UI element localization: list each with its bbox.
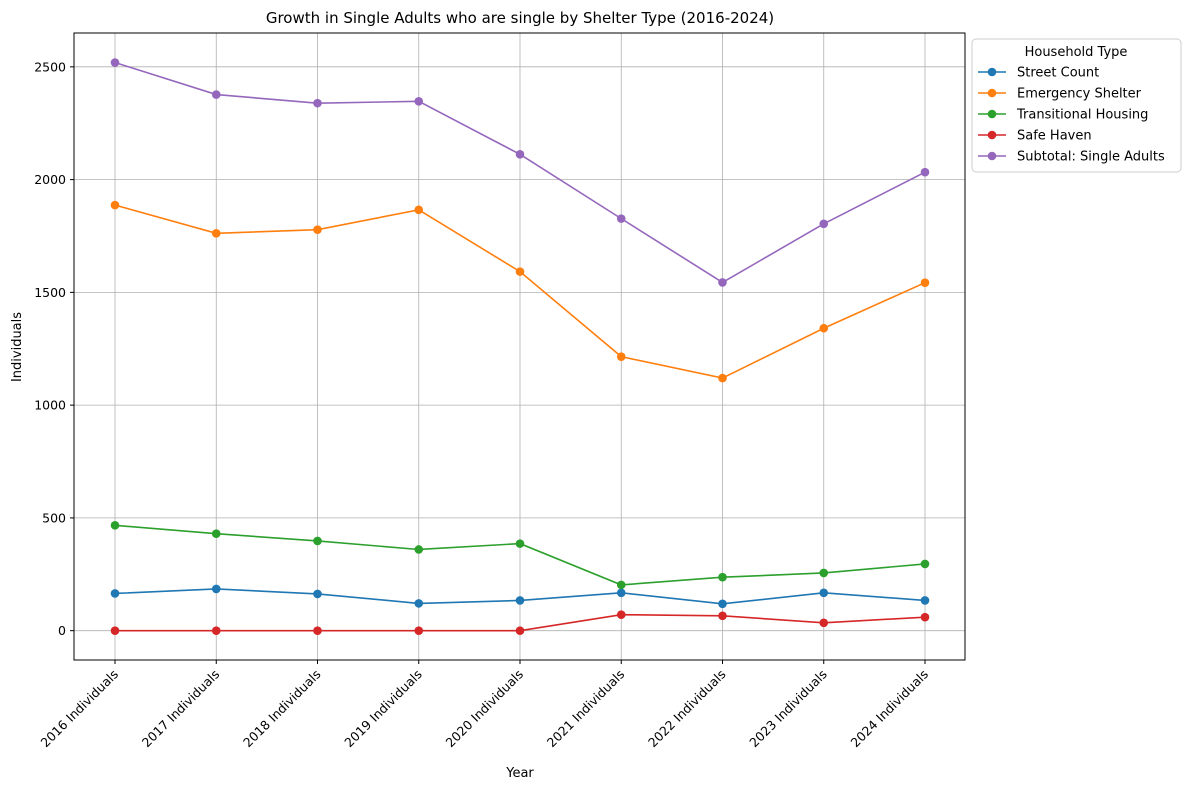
data-point (616, 352, 626, 361)
data-point (920, 278, 930, 287)
y-tick-label: 1000 (34, 398, 66, 413)
data-point (110, 626, 120, 635)
series-street-count (110, 584, 930, 609)
data-point (414, 599, 424, 608)
data-point (920, 612, 930, 622)
legend-label: Transitional Housing (1016, 108, 1148, 123)
legend-marker (987, 109, 997, 119)
data-point (616, 588, 626, 598)
data-point (110, 200, 120, 210)
series-safe-haven (110, 610, 930, 635)
y-tick-label: 2000 (34, 172, 66, 187)
series-emergency-shelter (110, 200, 930, 383)
data-point (515, 596, 525, 605)
legend-marker (987, 67, 997, 77)
data-point (211, 529, 221, 538)
legend-title: Household Type (1025, 45, 1128, 60)
data-point (616, 610, 626, 619)
data-point (313, 98, 322, 108)
data-point (819, 618, 829, 628)
data-point (718, 611, 727, 621)
data-point (515, 539, 525, 548)
data-point (110, 589, 120, 598)
data-point (819, 219, 829, 229)
data-point (920, 167, 930, 177)
data-point (515, 626, 525, 635)
data-point (819, 568, 829, 578)
data-point (616, 214, 626, 223)
y-tick-label: 0 (58, 623, 66, 638)
data-point (313, 626, 322, 635)
data-point (718, 373, 727, 383)
series-transitional-housing (110, 521, 930, 590)
data-point (920, 596, 930, 605)
data-point (414, 205, 424, 215)
y-tick-label: 500 (42, 510, 66, 525)
chart-title: Growth in Single Adults who are single b… (266, 9, 774, 27)
y-tick-label: 2500 (34, 59, 66, 74)
series-layer (110, 58, 930, 635)
legend-marker (987, 130, 997, 140)
data-point (718, 572, 727, 582)
series-subtotal-single-adults (110, 58, 930, 287)
data-point (819, 588, 829, 598)
data-point (414, 545, 424, 554)
data-point (313, 589, 322, 599)
data-point (211, 90, 221, 99)
data-point (414, 626, 424, 635)
data-point (110, 58, 120, 67)
legend-marker (987, 151, 997, 161)
data-point (110, 521, 120, 530)
data-point (414, 97, 424, 106)
data-point (211, 228, 221, 238)
data-point (515, 150, 525, 159)
y-axis-title: Individuals (10, 312, 25, 382)
legend-marker (987, 88, 997, 98)
data-point (515, 267, 525, 276)
legend-box (971, 38, 1182, 173)
data-point (819, 323, 829, 333)
legend-label: Subtotal: Single Adults (1017, 150, 1165, 165)
x-axis-title: Year (505, 766, 534, 781)
data-point (211, 584, 221, 594)
data-point (211, 626, 221, 635)
legend-label: Street Count (1017, 66, 1099, 81)
data-point (920, 559, 930, 569)
y-tick-label: 1500 (34, 285, 66, 300)
data-point (313, 536, 322, 546)
data-point (313, 225, 322, 234)
legend-label: Emergency Shelter (1017, 87, 1142, 102)
data-point (718, 599, 727, 609)
legend: Household Type Street Count Emergency She… (971, 38, 1182, 173)
legend-label: Safe Haven (1017, 129, 1092, 144)
data-point (616, 580, 626, 590)
data-point (718, 278, 727, 287)
